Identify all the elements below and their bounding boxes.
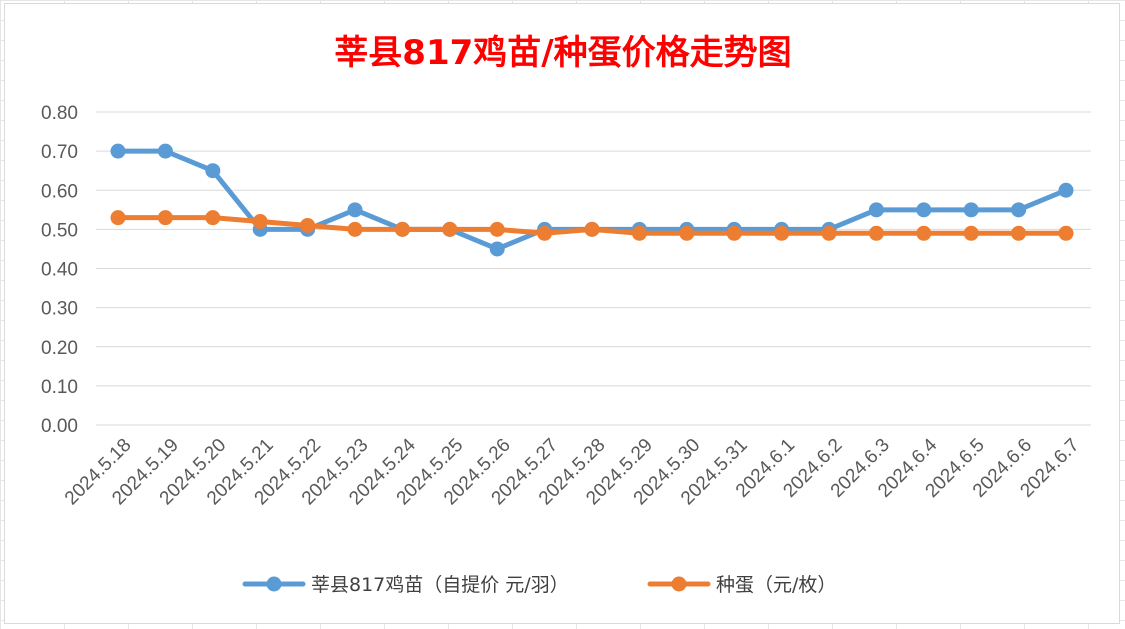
- data-point: [631, 225, 647, 241]
- legend-item: 种蛋（元/枚）: [647, 574, 836, 596]
- data-point: [205, 163, 221, 179]
- chart-title: 莘县817鸡苗/种蛋价格走势图: [334, 33, 791, 73]
- y-tick-label: 0.70: [41, 142, 78, 163]
- data-point: [489, 221, 505, 237]
- data-point: [916, 225, 932, 241]
- y-tick-label: 0.80: [41, 103, 78, 124]
- legend: 莘县817鸡苗（自提价 元/羽） 种蛋（元/枚）: [242, 574, 836, 596]
- data-point: [1011, 202, 1027, 218]
- data-point: [537, 225, 553, 241]
- y-tick-label: 0.20: [41, 338, 78, 359]
- data-point: [1058, 182, 1074, 198]
- data-point: [868, 225, 884, 241]
- legend-marker: [266, 576, 282, 592]
- data-point: [347, 221, 363, 237]
- data-point: [1058, 225, 1074, 241]
- legend-item: 莘县817鸡苗（自提价 元/羽）: [242, 574, 569, 596]
- data-point: [252, 214, 268, 230]
- data-point: [584, 221, 600, 237]
- data-point: [157, 143, 173, 159]
- data-point: [110, 143, 126, 159]
- gridlines: [96, 111, 1091, 426]
- y-tick-label: 0.10: [41, 377, 78, 398]
- data-point: [489, 241, 505, 257]
- data-point: [394, 221, 410, 237]
- chart-container[interactable]: 莘县817鸡苗/种蛋价格走势图 0.00 0.10 0.20 0.30 0.40 0.50…: [4, 3, 1120, 624]
- legend-label: 种蛋（元/枚）: [716, 574, 836, 596]
- data-point: [821, 225, 837, 241]
- data-point: [1011, 225, 1027, 241]
- series-lines: [110, 143, 1074, 257]
- y-axis-tick-labels: 0.00 0.10 0.20 0.30 0.40 0.50 0.60 0.70 0.80: [41, 103, 78, 437]
- legend-marker: [671, 576, 687, 592]
- y-tick-label: 0.00: [41, 416, 78, 437]
- data-point: [205, 210, 221, 226]
- data-point: [963, 225, 979, 241]
- y-tick-label: 0.50: [41, 220, 78, 241]
- y-tick-label: 0.30: [41, 299, 78, 320]
- series-1: [110, 143, 1074, 257]
- y-tick-label: 0.40: [41, 260, 78, 281]
- series-2: [110, 210, 1074, 241]
- data-point: [347, 202, 363, 218]
- data-point: [916, 202, 932, 218]
- data-point: [726, 225, 742, 241]
- data-point: [868, 202, 884, 218]
- data-point: [442, 221, 458, 237]
- legend-label: 莘县817鸡苗（自提价 元/羽）: [311, 574, 569, 596]
- data-point: [157, 210, 173, 226]
- data-point: [774, 225, 790, 241]
- y-tick-label: 0.60: [41, 181, 78, 202]
- data-point: [679, 225, 695, 241]
- data-point: [963, 202, 979, 218]
- data-point: [110, 210, 126, 226]
- x-axis-tick-labels: 2024.5.182024.5.192024.5.202024.5.212024…: [61, 434, 1084, 509]
- price-trend-chart: 莘县817鸡苗/种蛋价格走势图 0.00 0.10 0.20 0.30 0.40 0.50…: [41, 33, 1091, 596]
- data-point: [300, 217, 316, 233]
